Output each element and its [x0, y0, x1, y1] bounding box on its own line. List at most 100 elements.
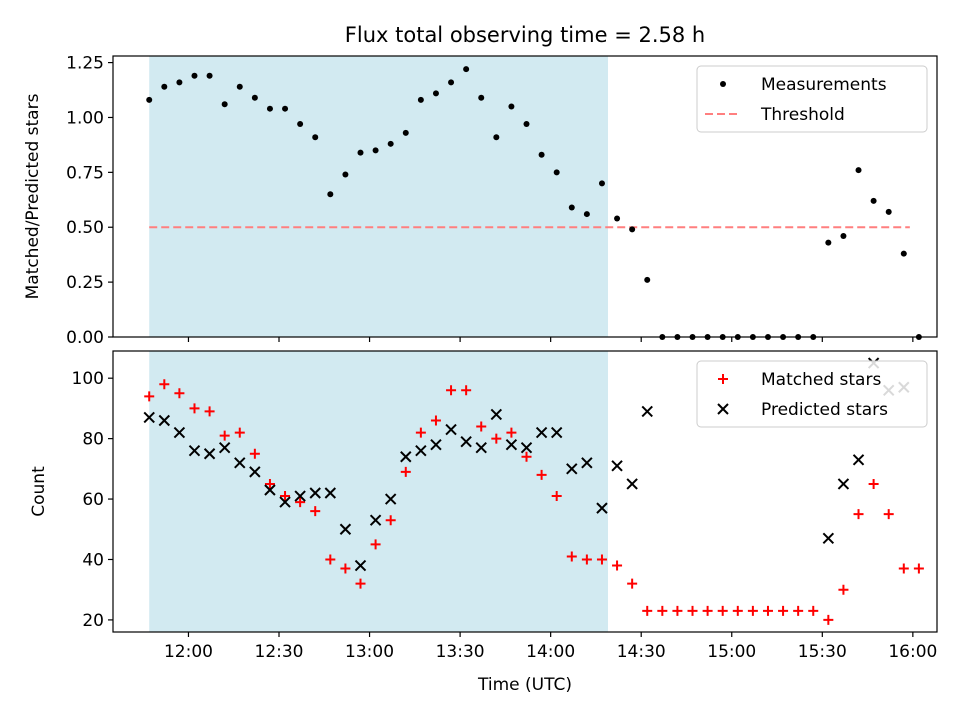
data-point	[612, 560, 623, 571]
data-point	[566, 463, 578, 475]
data-point	[279, 496, 291, 508]
data-point	[369, 514, 382, 526]
data-point	[432, 90, 439, 97]
y-tick-label: 80	[82, 430, 104, 450]
x-tick-label: 12:00	[164, 642, 213, 662]
data-point	[747, 605, 758, 616]
data-point	[325, 554, 336, 565]
data-point	[627, 578, 638, 589]
data-point	[249, 466, 261, 478]
data-point	[702, 605, 713, 616]
data-point	[415, 445, 427, 457]
data-point	[566, 551, 577, 562]
series-measurements	[146, 66, 922, 340]
data-point	[430, 415, 441, 426]
legend: Measurements Threshold	[696, 65, 928, 133]
y-tick-label: 1.25	[66, 54, 104, 74]
data-point	[460, 435, 472, 448]
legend: Matched stars Predicted stars	[696, 360, 928, 428]
data-point	[491, 433, 502, 444]
legend-marker	[718, 374, 728, 384]
data-point	[823, 614, 834, 625]
data-point	[840, 233, 847, 240]
data-point	[506, 427, 517, 438]
y-tick-label: 0.25	[66, 273, 104, 293]
data-point	[581, 554, 592, 565]
data-point	[415, 427, 426, 438]
data-point	[445, 423, 457, 436]
data-point	[146, 96, 153, 103]
data-point	[568, 204, 575, 211]
panel-ratio: 0.00 0.25 0.50 0.75 1.00 1.25 Matched/Predicte…	[23, 54, 938, 348]
data-point	[249, 448, 260, 459]
data-point	[295, 497, 306, 508]
x-tick-label: 14:00	[526, 642, 575, 662]
data-point	[446, 385, 457, 396]
data-point	[339, 523, 352, 535]
data-point	[385, 515, 396, 526]
data-point	[583, 211, 590, 218]
data-point	[310, 506, 321, 517]
data-point	[808, 605, 819, 616]
panel-counts: 20 40 60 80 100 12:00 12:30 13:00 13:30 14:00 14:3…	[29, 350, 938, 695]
data-point	[448, 79, 455, 86]
data-point	[883, 509, 894, 520]
data-point	[324, 487, 337, 499]
data-point	[264, 484, 276, 496]
data-point	[611, 460, 623, 472]
x-tick-label: 16:00	[888, 642, 937, 662]
y-axis-label: Count	[29, 466, 49, 517]
y-tick-label: 1.00	[66, 108, 104, 128]
data-point	[732, 605, 743, 616]
data-point	[641, 405, 653, 418]
data-point	[309, 487, 321, 499]
data-point	[642, 605, 653, 616]
chart-title: Flux total observing time = 2.58 h	[345, 23, 705, 47]
data-point	[219, 430, 230, 441]
y-tick-label: 0.00	[66, 328, 104, 348]
data-point	[266, 105, 273, 112]
data-point	[387, 140, 394, 147]
legend-label: Threshold	[760, 105, 845, 125]
data-point	[176, 79, 183, 86]
data-point	[203, 448, 216, 460]
data-point	[372, 147, 379, 154]
data-point	[417, 96, 424, 103]
data-point	[478, 94, 485, 101]
data-point	[536, 469, 547, 480]
y-tick-label: 20	[82, 611, 104, 631]
x-tick-label: 14:30	[617, 642, 666, 662]
data-point	[430, 438, 442, 451]
data-point	[837, 478, 850, 490]
data-point	[762, 605, 773, 616]
data-point	[885, 208, 892, 215]
data-point	[158, 414, 171, 427]
data-point	[825, 239, 832, 246]
data-point	[505, 438, 518, 451]
y-tick-label: 100	[72, 369, 104, 389]
y-tick-label: 0.75	[66, 163, 104, 183]
x-tick-label: 12:30	[255, 642, 304, 662]
x-axis-label: Time (UTC)	[477, 675, 572, 695]
data-point	[855, 167, 862, 174]
data-point	[236, 83, 243, 90]
data-point	[838, 584, 849, 595]
data-point	[822, 532, 835, 545]
data-point	[188, 445, 201, 457]
data-point	[251, 94, 258, 101]
x-tick-label: 15:30	[798, 642, 847, 662]
data-point	[793, 605, 804, 616]
data-point	[402, 129, 409, 136]
data-point	[189, 403, 200, 414]
data-point	[312, 134, 319, 141]
data-point	[490, 408, 503, 421]
observing-window-shade	[149, 56, 609, 337]
data-point	[672, 605, 683, 616]
data-point	[463, 66, 470, 73]
data-point	[523, 121, 530, 128]
data-point	[521, 451, 532, 462]
data-point	[475, 441, 487, 454]
x-tick-label: 13:30	[436, 642, 485, 662]
data-point	[206, 72, 213, 79]
